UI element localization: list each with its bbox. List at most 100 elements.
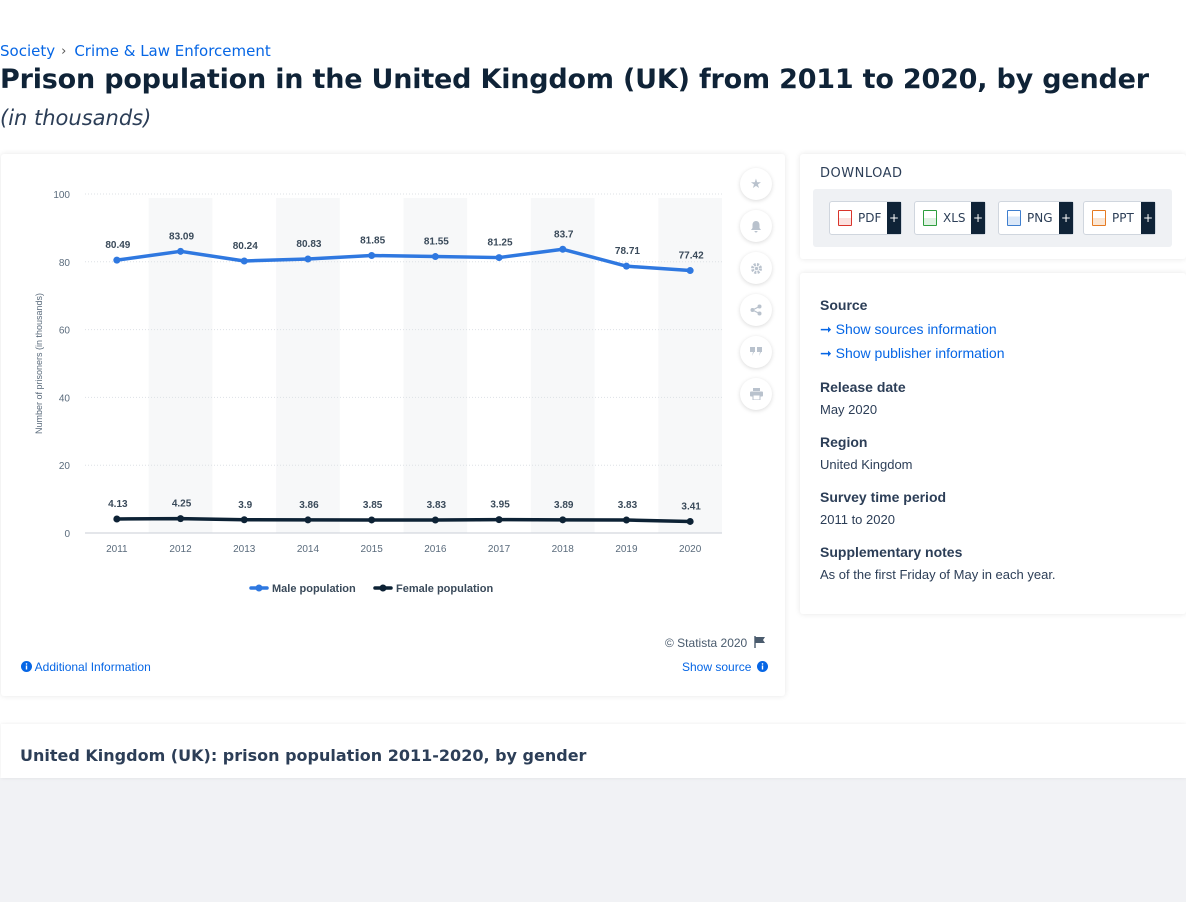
data-label: 3.41 [681, 501, 701, 512]
legend-label: Female population [396, 583, 493, 595]
info-circle-icon [21, 661, 32, 672]
column-band [658, 198, 722, 533]
ppt-file-icon [1092, 210, 1106, 226]
ppt-plus-icon: + [1141, 202, 1155, 234]
citation-quote-icon[interactable] [740, 336, 772, 368]
x-tick-label: 2017 [488, 544, 511, 555]
breadcrumb-item-crime[interactable]: Crime & Law Enforcement [74, 42, 271, 60]
series-line-male [115, 247, 692, 273]
data-label: 80.83 [296, 239, 321, 250]
pdf-file-icon [838, 210, 852, 226]
data-label: 81.25 [488, 238, 513, 249]
survey-period-value: 2011 to 2020 [820, 512, 895, 527]
series-line-female [115, 516, 692, 524]
column-band [403, 198, 468, 533]
y-axis-label: Number of prisoners (in thousands) [34, 293, 44, 434]
favorite-star-icon[interactable]: ★ [740, 168, 772, 200]
info-circle-icon [756, 661, 768, 672]
share-icon[interactable] [740, 294, 772, 326]
page-subtitle: (in thousands) [0, 106, 152, 130]
release-date-label: Release date [820, 379, 906, 395]
png-plus-icon: + [1059, 202, 1073, 234]
y-tick-label: 20 [59, 461, 71, 472]
region-label: Region [820, 434, 868, 450]
legend-marker-dot [255, 584, 263, 592]
show-publisher-label: Show publisher information [835, 345, 1005, 361]
breadcrumb: Society › Crime & Law Enforcement [0, 42, 271, 60]
release-date-value: May 2020 [820, 402, 878, 417]
data-point [686, 517, 694, 525]
breadcrumb-separator: › [61, 43, 67, 59]
download-ppt-label: PPT [1112, 211, 1134, 225]
flag-icon [753, 636, 765, 648]
data-label: 80.49 [105, 240, 130, 251]
data-point [559, 245, 567, 253]
data-label: 3.86 [299, 500, 319, 511]
download-xls-label: XLS [943, 211, 966, 225]
additional-information-link[interactable]: Additional Information [21, 660, 151, 674]
data-label: 81.85 [360, 236, 385, 247]
print-icon[interactable] [740, 378, 772, 410]
data-point [495, 516, 503, 524]
statista-credit[interactable]: © Statista 2020 [665, 636, 766, 650]
related-section: United Kingdom (UK): prison population 2… [1, 724, 1186, 778]
data-point [304, 255, 312, 263]
source-label: Source [820, 297, 868, 313]
download-card: DOWNLOAD PDF + XLS + PNG + PPT + [800, 154, 1186, 259]
download-xls-button[interactable]: XLS + [914, 201, 986, 235]
arrow-right-icon: ➞ [820, 345, 832, 361]
settings-gear-icon[interactable] [740, 252, 772, 284]
data-point [113, 256, 121, 264]
show-sources-link[interactable]: ➞ Show sources information [820, 321, 997, 338]
data-point [240, 516, 248, 524]
data-label: 3.95 [490, 500, 510, 511]
data-label: 3.83 [618, 500, 638, 511]
breadcrumb-item-society[interactable]: Society [0, 42, 56, 60]
download-png-button[interactable]: PNG + [998, 201, 1074, 235]
data-label: 81.55 [424, 237, 449, 248]
download-ppt-button[interactable]: PPT + [1083, 201, 1156, 235]
data-point [240, 257, 248, 265]
data-point [622, 262, 630, 270]
x-tick-label: 2018 [552, 544, 575, 555]
data-label: 78.71 [615, 246, 640, 257]
show-source-link[interactable]: Show source [682, 660, 768, 674]
x-tick-label: 2014 [297, 544, 320, 555]
x-tick-label: 2016 [424, 544, 447, 555]
x-tick-label: 2019 [615, 544, 638, 555]
data-label: 3.83 [427, 500, 447, 511]
download-png-label: PNG [1027, 211, 1053, 225]
data-label: 3.89 [554, 500, 574, 511]
y-tick-label: 40 [59, 393, 71, 404]
show-source-label: Show source [682, 660, 752, 674]
data-point [177, 247, 185, 255]
page-title: Prison population in the United Kingdom … [0, 64, 1149, 95]
png-file-icon [1007, 210, 1021, 226]
y-tick-label: 80 [59, 258, 71, 269]
data-point [368, 516, 376, 524]
data-point [304, 516, 312, 524]
x-tick-label: 2013 [233, 544, 256, 555]
show-publisher-link[interactable]: ➞ Show publisher information [820, 345, 1005, 362]
download-pdf-label: PDF [858, 211, 882, 225]
additional-information-label: Additional Information [34, 660, 151, 674]
chart-card: 0 20 40 60 80 100 Number of prisoners (in thou… [1, 154, 785, 696]
x-tick-label: 2011 [106, 544, 128, 555]
legend-label: Male population [272, 583, 356, 595]
notification-bell-icon[interactable] [740, 210, 772, 242]
download-buttons-group: PDF + XLS + PNG + PPT + [813, 189, 1172, 247]
y-tick-label: 0 [64, 529, 70, 540]
data-label: 83.09 [169, 231, 194, 242]
y-tick-label: 60 [59, 326, 71, 337]
arrow-right-icon: ➞ [820, 321, 832, 337]
xls-plus-icon: + [971, 202, 985, 234]
legend-marker-dot [379, 584, 387, 592]
download-pdf-button[interactable]: PDF + [829, 201, 902, 235]
xls-file-icon [923, 210, 937, 226]
data-point [622, 516, 630, 524]
data-label: 77.42 [679, 251, 704, 262]
data-point [559, 516, 567, 524]
data-label: 80.24 [233, 241, 258, 252]
data-point [113, 515, 121, 523]
statistic-info-card: Source ➞ Show sources information ➞ Show… [800, 273, 1186, 614]
